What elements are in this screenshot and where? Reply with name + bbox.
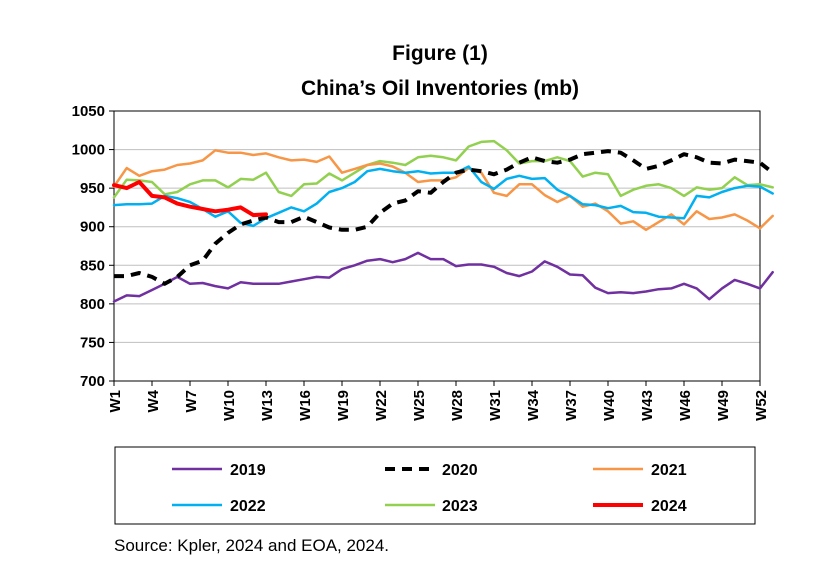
legend-label-2023: 2023: [442, 498, 478, 515]
plot-area: [113, 110, 761, 382]
chart-title: Figure (1): [392, 42, 488, 65]
y-tick-label: 900: [80, 219, 105, 236]
x-tick-label: W37: [563, 390, 580, 421]
y-tick-label: 850: [80, 257, 105, 274]
y-tick-label: 800: [80, 296, 105, 313]
legend-box: [114, 446, 756, 525]
x-tick-label: W10: [221, 390, 238, 421]
y-tick-label: 750: [80, 334, 105, 351]
x-tick-label: W52: [753, 390, 770, 421]
x-tick-label: W4: [145, 389, 162, 412]
y-tick-label: 950: [80, 180, 105, 197]
x-tick-label: W16: [297, 390, 314, 421]
x-tick-label: W46: [677, 390, 694, 421]
series-line-2024: [112, 180, 268, 218]
series-line-2020: [114, 149, 774, 286]
x-tick-label: W7: [183, 390, 200, 413]
x-tick-label: W25: [411, 390, 428, 421]
plot-frame: [113, 110, 761, 382]
y-axis: 700 750 800 850 900 950 1000 1050: [72, 103, 114, 390]
series-line-2019: [112, 251, 774, 303]
x-tick-label: W19: [335, 390, 352, 421]
series-line-2023: [112, 139, 774, 199]
legend-label-2019: 2019: [230, 462, 266, 479]
x-tick-label: W40: [601, 390, 618, 421]
series-layer: [112, 139, 774, 303]
x-tick-label: W34: [525, 389, 542, 421]
legend: 2019 2020 2021 2022 2023 2024: [172, 462, 687, 515]
y-tick-label: 1000: [72, 142, 105, 159]
y-tick-label: 700: [80, 373, 105, 390]
x-tick-label: W31: [487, 390, 504, 421]
x-tick-label: W1: [107, 390, 124, 413]
legend-label-2024: 2024: [651, 498, 687, 515]
x-tick-label: W22: [373, 390, 390, 421]
gridlines: [114, 110, 760, 382]
y-tick-label: 1050: [72, 103, 105, 120]
source-note: Source: Kpler, 2024 and EOA, 2024.: [114, 536, 390, 555]
x-tick-label: W43: [639, 390, 656, 421]
x-tick-label: W28: [449, 390, 466, 421]
x-axis: W1 W4 W7 W10 W13 W16 W19 W22 W25 W28 W31 W34 W37 W40 W…: [107, 381, 770, 421]
x-tick-label: W13: [259, 390, 276, 421]
x-tick-label: W49: [715, 390, 732, 421]
legend-label-2020: 2020: [442, 462, 478, 479]
series-line-2022: [112, 165, 774, 228]
chart-subtitle: China’s Oil Inventories (mb): [301, 77, 579, 100]
legend-label-2021: 2021: [651, 462, 687, 479]
legend-label-2022: 2022: [230, 498, 266, 515]
